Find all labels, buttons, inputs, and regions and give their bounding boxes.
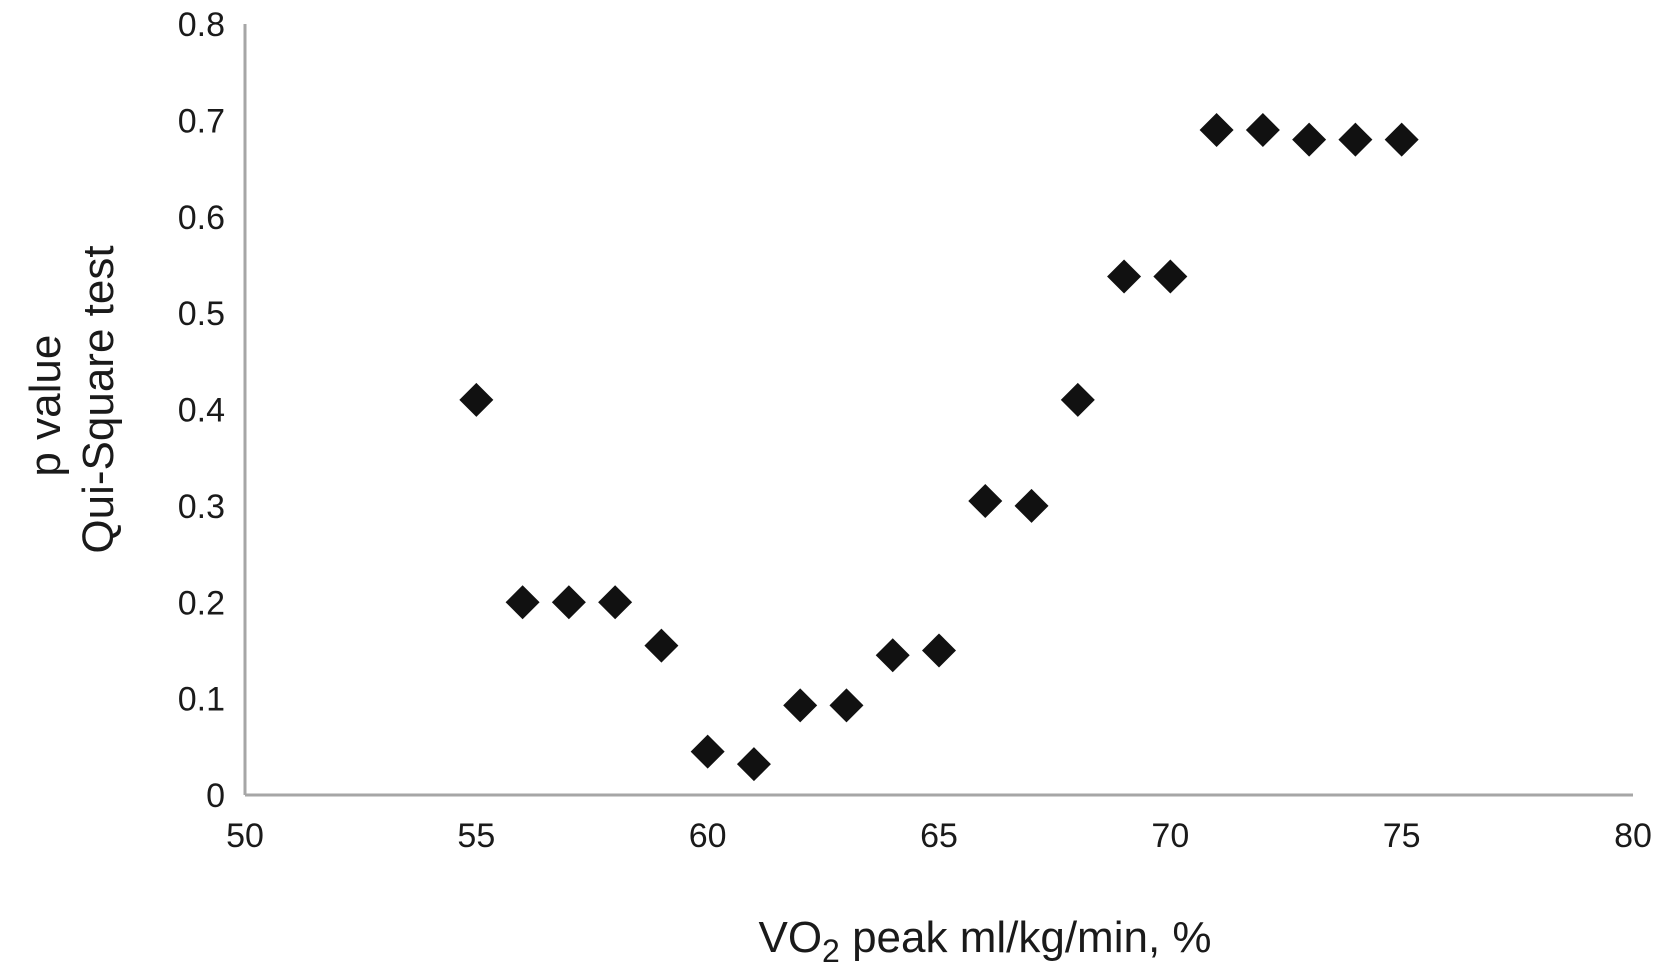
data-point: [829, 688, 864, 723]
y-tick-label: 0.8: [178, 6, 225, 44]
data-point: [1060, 382, 1095, 417]
x-axis-title-subscript: 2: [822, 933, 840, 969]
y-axis-title: p value Qui-Square test: [21, 245, 123, 553]
x-axis-title: VO2 peak ml/kg/min, %: [758, 913, 1211, 969]
y-tick-label: 0.4: [178, 392, 225, 430]
data-point: [922, 633, 956, 668]
data-point: [459, 382, 494, 417]
data-point: [1107, 259, 1142, 294]
data-point: [1292, 122, 1327, 157]
data-point: [875, 638, 910, 673]
data-point: [783, 688, 818, 723]
y-axis-title-line-1: p value: [21, 335, 70, 477]
data-point: [736, 747, 771, 782]
y-tick-label: 0.2: [178, 584, 225, 622]
data-point: [1384, 122, 1419, 157]
data-point: [505, 585, 540, 620]
x-tick-label: 80: [1614, 817, 1652, 855]
data-point: [598, 585, 633, 620]
data-points: [459, 113, 1419, 782]
data-point: [1199, 113, 1234, 148]
y-tick-label: 0.1: [178, 681, 225, 719]
y-tick-label: 0: [206, 777, 225, 815]
y-tick-label: 0.6: [178, 199, 225, 237]
x-tick-label: 70: [1151, 817, 1189, 855]
data-point: [1153, 259, 1188, 294]
y-axis-title-line-2: Qui-Square test: [74, 245, 123, 553]
x-tick-label: 50: [226, 817, 264, 855]
data-point: [1245, 113, 1280, 148]
axes: [243, 24, 1633, 797]
x-tick-label: 55: [457, 817, 495, 855]
data-point: [968, 484, 1003, 519]
x-tick-label: 60: [689, 817, 727, 855]
x-axis-title-suffix: peak ml/kg/min, %: [840, 913, 1212, 962]
data-point: [1014, 488, 1049, 523]
data-point: [690, 734, 725, 769]
x-tick-label: 65: [920, 817, 958, 855]
y-tick-label: 0.7: [178, 102, 225, 140]
y-tick-labels: 0 0.1 0.2 0.3 0.4 0.5 0.6 0.7 0.8: [178, 6, 225, 815]
data-point: [644, 628, 679, 663]
data-point: [1338, 122, 1373, 157]
x-tick-labels: 50 55 60 65 70 75 80: [226, 817, 1652, 855]
y-tick-label: 0.5: [178, 295, 225, 333]
x-axis-title-prefix: VO: [758, 913, 822, 962]
data-point: [551, 585, 586, 620]
x-tick-label: 75: [1383, 817, 1421, 855]
y-tick-label: 0.3: [178, 488, 225, 526]
